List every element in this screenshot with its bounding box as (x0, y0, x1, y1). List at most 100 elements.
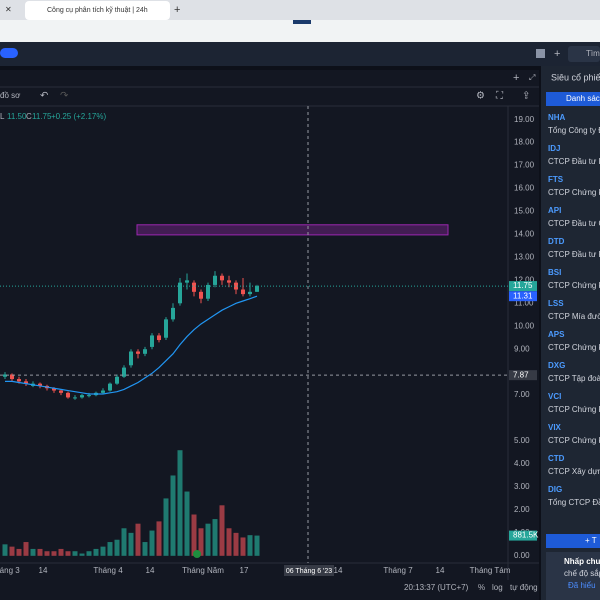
candle-body (115, 376, 119, 384)
add-chart[interactable]: + (513, 72, 519, 84)
candle-body (52, 388, 56, 391)
legend-low: 11.50 (7, 112, 27, 121)
volume-bar (149, 530, 155, 556)
candle-body (66, 392, 70, 398)
percent[interactable]: % (478, 583, 485, 592)
candle-body (213, 275, 217, 285)
auto[interactable]: tự động (510, 583, 538, 592)
volume-bar (198, 528, 204, 556)
candle-body (185, 280, 189, 283)
volume-bar (72, 551, 78, 556)
y-tick-label: 3.00 (514, 482, 530, 491)
volume-bar (100, 546, 106, 556)
ticker: APS (548, 330, 565, 339)
tip-line: chế độ sắp (564, 569, 600, 578)
volume-bar (37, 548, 43, 556)
watchlist: NHA Tổng Công ty Đầ IDJ CTCP Đầu tư IDJ FTS C… (548, 113, 600, 507)
volume-bar (191, 514, 197, 556)
tip (546, 552, 600, 600)
badge-label: 11.31 (513, 291, 533, 300)
time: 20:13:37 (UTC+7) (404, 583, 469, 592)
y-tick-label: 18.00 (514, 138, 535, 147)
tab-title: Công cụ phân tích kỹ thuật | 24h (47, 7, 148, 14)
company: CTCP Chứng kho (548, 281, 600, 290)
grid-icon[interactable] (536, 49, 545, 58)
add-icon[interactable]: + (554, 48, 560, 60)
settings[interactable]: ⚙ (476, 91, 485, 102)
candle-body (164, 319, 168, 338)
undo[interactable]: ↶ (40, 91, 48, 102)
separator (0, 66, 540, 70)
ticker: VCI (548, 392, 561, 401)
fullscreen[interactable]: ⛶ (495, 91, 504, 102)
y-tick-label: 14.00 (514, 230, 535, 239)
volume-bar (79, 553, 85, 556)
address-bar (0, 20, 600, 42)
badge-label: 881.5K (513, 531, 539, 540)
tab-label: Danh sách (566, 94, 600, 103)
candle-body (3, 374, 7, 377)
tab-button[interactable] (546, 92, 600, 106)
search-box[interactable] (568, 46, 600, 62)
date-badge (284, 565, 334, 576)
volume-bar (51, 551, 57, 556)
x-tick-label: Tháng 7 (383, 566, 413, 575)
y-tick-label: 16.00 (514, 184, 535, 193)
volume-bar (2, 544, 8, 556)
x-tick-label: Tháng 3 (0, 566, 20, 575)
volume-bar (240, 537, 246, 556)
candle-body (10, 374, 14, 380)
x-tick-label: Tháng 4 (93, 566, 123, 575)
volume-bar (205, 523, 211, 556)
event-icon (193, 550, 201, 558)
candle-body (38, 383, 42, 386)
volume-bar (114, 539, 120, 556)
candle-body (255, 286, 259, 292)
share[interactable]: ⇪ (522, 91, 530, 102)
plot: 19.00 18.00 17.00 16.00 15.00 14.00 13.00 12.00… (0, 106, 539, 576)
badge-label: 7.87 (513, 370, 529, 379)
redo[interactable]: ↷ (60, 91, 69, 102)
volume-bar (219, 505, 225, 556)
x-tick-label: Tháng Tám (470, 566, 511, 575)
volume-bar (226, 528, 232, 556)
candle-body (101, 390, 105, 393)
ticker: BSI (548, 268, 561, 277)
tip-ok[interactable]: Đã hiểu (568, 581, 596, 590)
volume-bar (65, 551, 71, 556)
candle-body (241, 289, 245, 295)
candle-body (220, 275, 224, 281)
badge-label: 11.75 (513, 281, 533, 290)
candle-body (192, 282, 196, 292)
log[interactable]: log (492, 583, 503, 592)
add-button[interactable] (546, 534, 600, 548)
toggle[interactable] (0, 48, 18, 58)
expand[interactable]: ⤢ (528, 73, 535, 82)
new-tab[interactable]: + (174, 4, 180, 16)
company: Tổng CTCP Đầu (548, 498, 600, 507)
footer (0, 580, 540, 600)
candle-body (157, 335, 161, 341)
y-tick-label: 7.00 (514, 390, 530, 399)
volume-bar (9, 546, 15, 556)
candle-body (73, 397, 77, 399)
volume-bar (184, 491, 190, 556)
y-tick-label: 13.00 (514, 252, 535, 261)
candle-body (108, 383, 112, 391)
layout-label[interactable]: đồ sơ (0, 91, 21, 100)
ticker: IDJ (548, 144, 560, 153)
tab[interactable] (25, 1, 170, 20)
volume-bar (128, 532, 134, 556)
ma-line (5, 295, 258, 395)
volume-bar (93, 548, 99, 556)
close-icon[interactable]: ✕ (5, 5, 12, 14)
x-tick-label: 14 (146, 566, 155, 575)
ticker: LSS (548, 299, 564, 308)
candle-body (199, 291, 203, 299)
y-tick-label: 0.00 (514, 551, 530, 560)
volume-bar (30, 548, 36, 556)
company: CTCP Mía đường (548, 312, 600, 321)
price-badge (509, 530, 537, 541)
